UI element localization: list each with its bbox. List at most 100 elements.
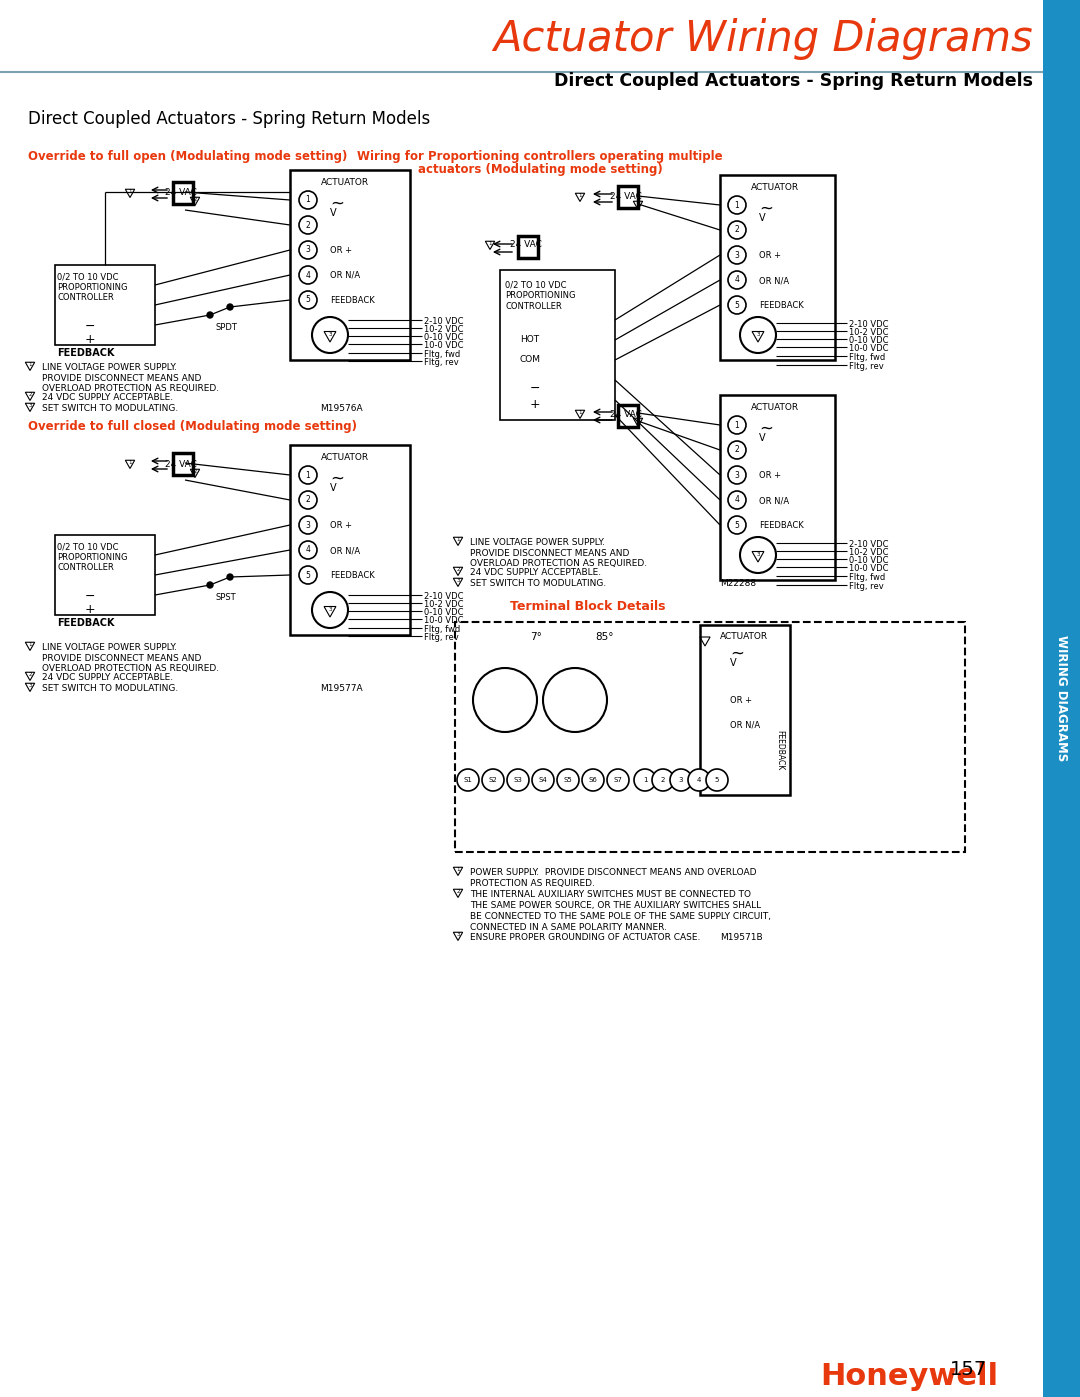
Text: 24 VAC: 24 VAC (610, 191, 642, 201)
Text: ACTUATOR: ACTUATOR (720, 631, 768, 641)
Bar (500, 270, 615, 420)
Text: M19571B: M19571B (720, 933, 762, 942)
Text: OR +: OR + (330, 521, 352, 529)
Circle shape (728, 416, 746, 434)
Text: OR +: OR + (330, 246, 352, 256)
Text: 10-2 VDC: 10-2 VDC (424, 599, 463, 609)
Circle shape (299, 566, 318, 584)
Text: 3: 3 (456, 578, 460, 584)
Bar (173, 453, 193, 475)
Text: Override to full closed (Modulating mode setting): Override to full closed (Modulating mode… (28, 420, 357, 433)
Text: 24 VAC: 24 VAC (510, 240, 542, 249)
Circle shape (740, 317, 777, 353)
Circle shape (299, 191, 318, 210)
Text: Honeywell: Honeywell (820, 1362, 998, 1391)
Text: 7°: 7° (530, 631, 542, 643)
Text: POWER SUPPLY.  PROVIDE DISCONNECT MEANS AND OVERLOAD: POWER SUPPLY. PROVIDE DISCONNECT MEANS A… (470, 868, 756, 877)
Text: 3: 3 (328, 332, 332, 338)
Text: OR N/A: OR N/A (759, 277, 789, 285)
Text: 3: 3 (734, 250, 740, 260)
Circle shape (728, 467, 746, 483)
Text: FEEDBACK: FEEDBACK (330, 296, 375, 305)
Text: 2: 2 (661, 777, 665, 782)
Bar (618, 186, 638, 208)
Circle shape (670, 768, 692, 791)
Text: ~: ~ (330, 469, 345, 488)
Text: OR +: OR + (759, 471, 781, 481)
Text: 2: 2 (306, 496, 310, 504)
Text: PROPORTIONING: PROPORTIONING (57, 284, 127, 292)
Circle shape (227, 305, 233, 310)
Text: PROVIDE DISCONNECT MEANS AND: PROVIDE DISCONNECT MEANS AND (42, 374, 201, 383)
Text: HOT: HOT (519, 335, 539, 344)
Text: 2: 2 (193, 469, 197, 475)
Text: 10-0 VDC: 10-0 VDC (424, 341, 463, 351)
Circle shape (728, 221, 746, 239)
Text: 3: 3 (756, 332, 759, 338)
Text: 10-0 VDC: 10-0 VDC (849, 344, 889, 353)
Text: THE SAME POWER SOURCE, OR THE AUXILIARY SWITCHES SHALL: THE SAME POWER SOURCE, OR THE AUXILIARY … (470, 901, 761, 909)
Text: OR +: OR + (730, 696, 752, 705)
Text: 4: 4 (306, 271, 310, 279)
Text: OVERLOAD PROTECTION AS REQUIRED.: OVERLOAD PROTECTION AS REQUIRED. (470, 559, 647, 569)
Circle shape (207, 312, 213, 319)
Text: 2: 2 (456, 890, 460, 894)
Circle shape (473, 668, 537, 732)
Text: 3: 3 (306, 521, 310, 529)
Text: 24 VAC: 24 VAC (165, 189, 197, 197)
Bar (291, 446, 410, 636)
Text: SPST: SPST (215, 592, 235, 602)
Text: 3: 3 (28, 683, 31, 689)
Circle shape (652, 768, 674, 791)
Text: 0/2 TO 10 VDC: 0/2 TO 10 VDC (505, 279, 567, 289)
Text: 1: 1 (129, 190, 132, 194)
Bar (291, 170, 410, 360)
Text: ~: ~ (759, 420, 773, 439)
Circle shape (634, 768, 656, 791)
Text: LINE VOLTAGE POWER SUPPLY.: LINE VOLTAGE POWER SUPPLY. (42, 643, 177, 652)
Text: PROPORTIONING: PROPORTIONING (57, 553, 127, 562)
Text: Fltg, rev: Fltg, rev (849, 362, 883, 372)
Text: 3: 3 (678, 777, 684, 782)
Text: CONNECTED IN A SAME POLARITY MANNER.: CONNECTED IN A SAME POLARITY MANNER. (470, 923, 666, 932)
Text: M19576A: M19576A (320, 404, 363, 414)
Circle shape (728, 296, 746, 314)
Text: 1: 1 (734, 201, 740, 210)
Circle shape (740, 536, 777, 573)
Circle shape (543, 668, 607, 732)
Text: Fltg, fwd: Fltg, fwd (424, 624, 460, 634)
Text: ACTUATOR: ACTUATOR (321, 453, 369, 462)
Circle shape (227, 574, 233, 580)
Text: Direct Coupled Actuators - Spring Return Models: Direct Coupled Actuators - Spring Return… (554, 73, 1032, 89)
Text: FEEDBACK: FEEDBACK (57, 617, 114, 629)
Bar (1043, 0, 1080, 1397)
Text: Actuator Wiring Diagrams: Actuator Wiring Diagrams (494, 18, 1032, 60)
Text: 1: 1 (578, 193, 582, 198)
Text: V: V (330, 483, 337, 493)
Text: −: − (530, 381, 540, 395)
Text: 10-0 VDC: 10-0 VDC (424, 616, 463, 624)
Text: 2: 2 (28, 672, 31, 678)
Circle shape (557, 768, 579, 791)
Text: 2: 2 (734, 446, 740, 454)
Text: S7: S7 (613, 777, 622, 782)
Bar (618, 405, 638, 427)
Text: 24 VDC SUPPLY ACCEPTABLE.: 24 VDC SUPPLY ACCEPTABLE. (42, 393, 173, 402)
Text: PROVIDE DISCONNECT MEANS AND: PROVIDE DISCONNECT MEANS AND (42, 654, 201, 664)
Bar (173, 182, 193, 204)
Text: ~: ~ (330, 196, 345, 212)
Text: FEEDBACK: FEEDBACK (759, 300, 804, 310)
Text: ACTUATOR: ACTUATOR (751, 402, 799, 412)
Text: 10-0 VDC: 10-0 VDC (849, 564, 889, 573)
Text: 2: 2 (734, 225, 740, 235)
Text: 1: 1 (734, 420, 740, 429)
Text: LINE VOLTAGE POWER SUPPLY.: LINE VOLTAGE POWER SUPPLY. (42, 363, 177, 372)
Text: 3: 3 (28, 404, 31, 408)
Circle shape (299, 265, 318, 284)
Text: −: − (85, 320, 95, 332)
Text: THE INTERNAL AUXILIARY SWITCHES MUST BE CONNECTED TO: THE INTERNAL AUXILIARY SWITCHES MUST BE … (470, 890, 751, 900)
Text: 4: 4 (734, 275, 740, 285)
Text: Direct Coupled Actuators - Spring Return Models: Direct Coupled Actuators - Spring Return… (28, 110, 430, 129)
Text: CONTROLLER: CONTROLLER (505, 302, 562, 312)
Text: OR N/A: OR N/A (330, 271, 360, 279)
